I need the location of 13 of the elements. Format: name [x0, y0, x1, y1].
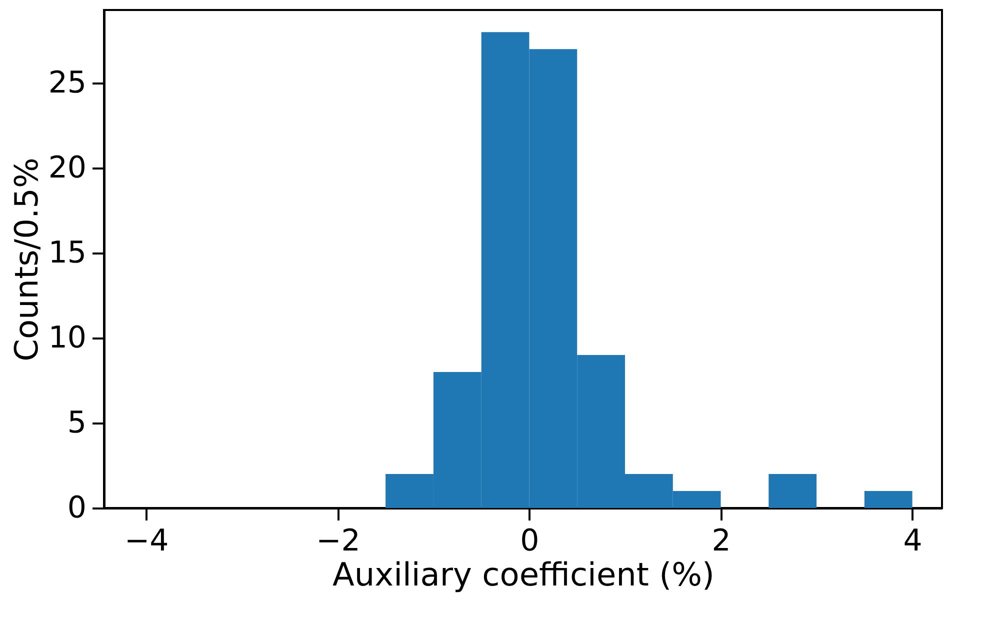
y-tick-label: 15: [48, 236, 86, 271]
y-tick-label: 10: [48, 320, 86, 356]
y-tick-label: 20: [48, 150, 86, 186]
y-tick-label: 25: [48, 66, 86, 101]
y-axis-title: Counts/0.5%: [7, 158, 46, 362]
y-tick-label: 5: [67, 406, 86, 441]
x-tick-label: 4: [903, 524, 922, 558]
x-tick-label: 2: [712, 524, 731, 558]
x-axis-title: Auxiliary coefficient (%): [332, 556, 714, 594]
x-tick-label: −2: [316, 524, 360, 558]
y-tick-label: 0: [67, 490, 86, 526]
x-tick-label: −4: [124, 524, 169, 558]
x-tick-label: 0: [520, 524, 540, 558]
